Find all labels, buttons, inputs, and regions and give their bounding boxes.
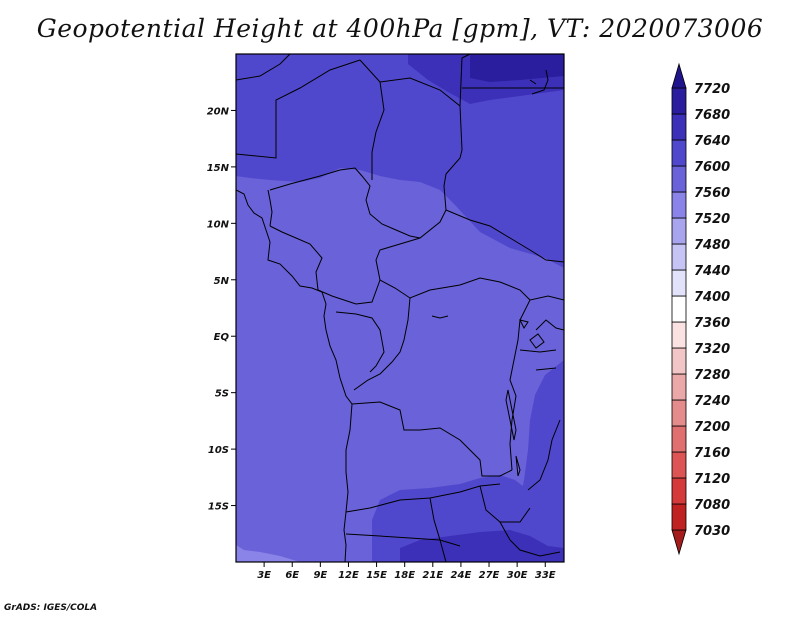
colorbar-label: 7080 xyxy=(694,498,730,513)
y-tick-label: 15S xyxy=(208,502,229,513)
x-tick-label: 27E xyxy=(479,570,500,581)
x-tick-label: 12E xyxy=(338,570,359,581)
colorbar-segment xyxy=(671,295,687,323)
y-tick-label: 20N xyxy=(207,106,230,117)
y-tick-label: 10N xyxy=(207,219,230,230)
colorbar-segment xyxy=(671,503,687,531)
map-frame xyxy=(235,53,565,563)
colorbar-segment xyxy=(671,139,687,167)
colorbar-segment xyxy=(671,165,687,193)
y-tick-label: 5S xyxy=(215,389,229,400)
colorbar-upper-triangle xyxy=(671,62,687,89)
colorbar-label: 7120 xyxy=(694,472,730,487)
colorbar: 7030 7080 7120 7160 7200 7240 7280 7320 7360 7400… xyxy=(671,62,730,556)
colorbar-segment xyxy=(671,373,687,401)
colorbar-segment xyxy=(671,399,687,427)
colorbar-lower-triangle xyxy=(671,529,687,556)
colorbar-label: 7720 xyxy=(694,82,730,97)
colorbar-segment xyxy=(671,347,687,375)
colorbar-segment xyxy=(671,451,687,479)
colorbar-label: 7440 xyxy=(694,264,730,279)
y-tick-label: 10S xyxy=(208,445,229,456)
colorbar-label: 7640 xyxy=(694,134,730,149)
credit-label: GrADS: IGES/COLA xyxy=(4,603,98,613)
x-tick-label: 9E xyxy=(313,570,327,581)
x-tick-label: 6E xyxy=(285,570,299,581)
colorbar-label: 7480 xyxy=(694,238,730,253)
colorbar-segment xyxy=(671,243,687,271)
y-tick-label: 5N xyxy=(214,276,230,287)
colorbar-label: 7520 xyxy=(694,212,730,227)
colorbar-segment xyxy=(671,477,687,505)
colorbar-label: 7400 xyxy=(694,290,730,305)
x-axis-ticks: 3E 6E 9E 12E 15E 18E 21E 24E 27E 30E 33E xyxy=(257,562,556,581)
x-tick-label: 24E xyxy=(451,570,472,581)
colorbar-label: 7680 xyxy=(694,108,730,123)
colorbar-segment xyxy=(671,321,687,349)
coastlines-borders xyxy=(236,54,564,562)
colorbar-segment xyxy=(671,113,687,141)
colorbar-segment xyxy=(671,217,687,245)
x-tick-label: 3E xyxy=(257,570,271,581)
colorbar-label: 7320 xyxy=(694,342,730,357)
colorbar-segment xyxy=(671,269,687,297)
page-title: Geopotential Height at 400hPa [gpm], VT:… xyxy=(36,14,764,43)
height-field xyxy=(236,54,564,562)
x-tick-label: 18E xyxy=(394,570,415,581)
colorbar-label: 7240 xyxy=(694,394,730,409)
x-tick-label: 15E xyxy=(366,570,387,581)
y-tick-label: 15N xyxy=(207,163,230,174)
x-tick-label: 33E xyxy=(535,570,556,581)
colorbar-label: 7160 xyxy=(694,446,730,461)
colorbar-label: 7030 xyxy=(694,524,730,539)
colorbar-segment xyxy=(671,191,687,219)
x-tick-label: 21E xyxy=(422,570,443,581)
colorbar-label: 7600 xyxy=(694,160,730,175)
colorbar-segment xyxy=(671,425,687,453)
colorbar-label: 7280 xyxy=(694,368,730,383)
colorbar-label: 7360 xyxy=(694,316,730,331)
y-tick-label: EQ xyxy=(214,332,230,343)
y-axis-ticks: 20N 15N 10N 5N EQ 5S 10S 15S xyxy=(207,106,236,513)
x-tick-label: 30E xyxy=(507,570,528,581)
colorbar-segment xyxy=(671,87,687,115)
colorbar-label: 7560 xyxy=(694,186,730,201)
colorbar-label: 7200 xyxy=(694,420,730,435)
